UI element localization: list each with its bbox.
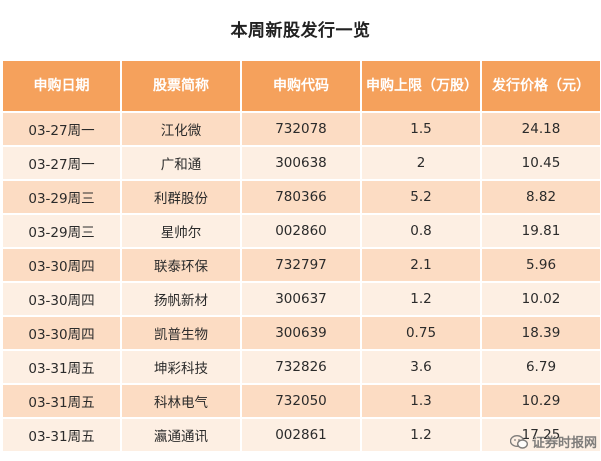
- watermark-text: 证券时报网: [531, 436, 597, 451]
- cell-price: 6.79: [480, 349, 601, 385]
- cell-code: 732050: [240, 383, 362, 419]
- cell-price: 19.81: [480, 213, 601, 249]
- header-limit: 申购上限（万股）: [360, 59, 482, 113]
- cell-code: 732826: [240, 349, 362, 385]
- table-body: 03-27周一 江化微 732078 1.5 24.18 03-27周一 广和通 300638…: [1, 111, 601, 453]
- cell-code: 732797: [240, 247, 362, 283]
- table-row: 03-31周五 瀛通通讯 002861 1.2 17.25: [1, 417, 601, 453]
- table-row: 03-27周一 广和通 300638 2 10.45: [1, 145, 601, 181]
- table-row: 03-29周三 利群股份 780366 5.2 8.82: [1, 179, 601, 215]
- cell-price: 10.02: [480, 281, 601, 317]
- header-date: 申购日期: [1, 59, 122, 113]
- cell-limit: 5.2: [360, 179, 482, 215]
- cell-code: 002860: [240, 213, 362, 249]
- cell-stock-name: 广和通: [120, 145, 242, 181]
- cell-stock-name: 科林电气: [120, 383, 242, 419]
- cell-code: 002861: [240, 417, 362, 453]
- cell-limit: 3.6: [360, 349, 482, 385]
- cell-date: 03-27周一: [1, 145, 122, 181]
- cell-limit: 1.2: [360, 281, 482, 317]
- cell-limit: 2: [360, 145, 482, 181]
- cell-stock-name: 瀛通通讯: [120, 417, 242, 453]
- header-price: 发行价格（元）: [480, 59, 601, 113]
- cell-price: 10.45: [480, 145, 601, 181]
- cell-date: 03-31周五: [1, 417, 122, 453]
- cell-code: 300639: [240, 315, 362, 351]
- cell-date: 03-31周五: [1, 383, 122, 419]
- cell-code: 780366: [240, 179, 362, 215]
- cell-date: 03-27周一: [1, 111, 122, 147]
- cell-limit: 0.75: [360, 315, 482, 351]
- cell-price: 8.82: [480, 179, 601, 215]
- cell-date: 03-29周三: [1, 179, 122, 215]
- cell-stock-name: 凯普生物: [120, 315, 242, 351]
- cell-limit: 1.3: [360, 383, 482, 419]
- table-row: 03-30周四 凯普生物 300639 0.75 18.39: [1, 315, 601, 351]
- cell-limit: 1.5: [360, 111, 482, 147]
- header-code: 申购代码: [240, 59, 362, 113]
- cell-limit: 2.1: [360, 247, 482, 283]
- cell-date: 03-29周三: [1, 213, 122, 249]
- cell-stock-name: 利群股份: [120, 179, 242, 215]
- cell-date: 03-30周四: [1, 315, 122, 351]
- cell-stock-name: 星帅尔: [120, 213, 242, 249]
- cell-stock-name: 江化微: [120, 111, 242, 147]
- table-row: 03-30周四 联泰环保 732797 2.1 5.96: [1, 247, 601, 283]
- cell-code: 300637: [240, 281, 362, 317]
- cell-code: 732078: [240, 111, 362, 147]
- cell-price: 5.96: [480, 247, 601, 283]
- wechat-icon: [509, 434, 528, 449]
- table-row: 03-27周一 江化微 732078 1.5 24.18: [1, 111, 601, 147]
- table-row: 03-29周三 星帅尔 002860 0.8 19.81: [1, 213, 601, 249]
- table-row: 03-30周四 扬帆新材 300637 1.2 10.02: [1, 281, 601, 317]
- cell-price: 18.39: [480, 315, 601, 351]
- ipo-table: 申购日期 股票简称 申购代码 申购上限（万股） 发行价格（元） 03-27周一江…: [1, 59, 601, 453]
- cell-date: 03-31周五: [1, 349, 122, 385]
- cell-price: 24.18: [480, 111, 601, 147]
- table-row: 03-31周五 科林电气 732050 1.3 10.29: [1, 383, 601, 419]
- watermark: 证券时报网: [509, 432, 597, 451]
- cell-limit: 0.8: [360, 213, 482, 249]
- cell-code: 300638: [240, 145, 362, 181]
- cell-stock-name: 联泰环保: [120, 247, 242, 283]
- header-stock-name: 股票简称: [120, 59, 242, 113]
- cell-date: 03-30周四: [1, 247, 122, 283]
- cell-price: 10.29: [480, 383, 601, 419]
- cell-limit: 1.2: [360, 417, 482, 453]
- cell-stock-name: 扬帆新材: [120, 281, 242, 317]
- table-row: 03-31周五 坤彩科技 732826 3.6 6.79: [1, 349, 601, 385]
- page-title: 本周新股发行一览: [230, 21, 371, 41]
- table-header-row: 申购日期 股票简称 申购代码 申购上限（万股） 发行价格（元）: [1, 59, 601, 113]
- cell-stock-name: 坤彩科技: [120, 349, 242, 385]
- cell-date: 03-30周四: [1, 281, 122, 317]
- cell-price: 17.25: [480, 417, 601, 453]
